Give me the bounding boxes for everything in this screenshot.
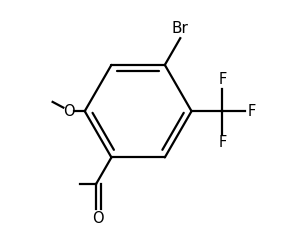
- Text: O: O: [93, 211, 104, 227]
- Text: F: F: [218, 136, 226, 150]
- Text: F: F: [218, 72, 226, 87]
- Text: Br: Br: [172, 21, 189, 36]
- Text: F: F: [247, 104, 256, 119]
- Text: O: O: [63, 104, 74, 119]
